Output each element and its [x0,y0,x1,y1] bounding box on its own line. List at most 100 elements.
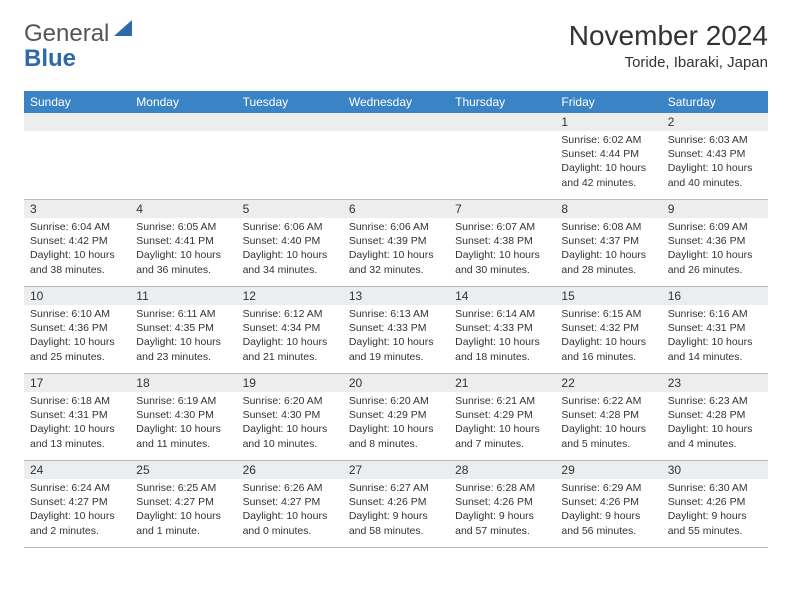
day-cell: 14Sunrise: 6:14 AMSunset: 4:33 PMDayligh… [449,287,555,374]
daylight-text: Daylight: 9 hours and 57 minutes. [455,509,549,537]
day-number: 3 [24,200,130,218]
day-cell: 13Sunrise: 6:13 AMSunset: 4:33 PMDayligh… [343,287,449,374]
day-number [237,113,343,131]
weekday-friday: Friday [555,91,661,113]
day-cell [130,113,236,200]
daylight-text: Daylight: 10 hours and 19 minutes. [349,335,443,363]
sunset-text: Sunset: 4:30 PM [136,408,230,422]
sunrise-text: Sunrise: 6:14 AM [455,307,549,321]
day-number: 24 [24,461,130,479]
sunset-text: Sunset: 4:32 PM [561,321,655,335]
day-info: Sunrise: 6:04 AMSunset: 4:42 PMDaylight:… [24,218,130,281]
day-info: Sunrise: 6:14 AMSunset: 4:33 PMDaylight:… [449,305,555,368]
day-info: Sunrise: 6:18 AMSunset: 4:31 PMDaylight:… [24,392,130,455]
calendar-body: 1Sunrise: 6:02 AMSunset: 4:44 PMDaylight… [24,113,768,548]
daylight-text: Daylight: 10 hours and 23 minutes. [136,335,230,363]
day-cell: 24Sunrise: 6:24 AMSunset: 4:27 PMDayligh… [24,461,130,548]
sunset-text: Sunset: 4:36 PM [668,234,762,248]
day-info: Sunrise: 6:07 AMSunset: 4:38 PMDaylight:… [449,218,555,281]
day-info: Sunrise: 6:15 AMSunset: 4:32 PMDaylight:… [555,305,661,368]
sunrise-text: Sunrise: 6:23 AM [668,394,762,408]
day-info: Sunrise: 6:13 AMSunset: 4:33 PMDaylight:… [343,305,449,368]
sunrise-text: Sunrise: 6:25 AM [136,481,230,495]
sunrise-text: Sunrise: 6:26 AM [243,481,337,495]
sunrise-text: Sunrise: 6:09 AM [668,220,762,234]
sunset-text: Sunset: 4:26 PM [561,495,655,509]
day-cell: 15Sunrise: 6:15 AMSunset: 4:32 PMDayligh… [555,287,661,374]
day-number: 12 [237,287,343,305]
sunrise-text: Sunrise: 6:19 AM [136,394,230,408]
day-number: 14 [449,287,555,305]
daylight-text: Daylight: 10 hours and 34 minutes. [243,248,337,276]
day-cell: 11Sunrise: 6:11 AMSunset: 4:35 PMDayligh… [130,287,236,374]
sunset-text: Sunset: 4:43 PM [668,147,762,161]
location: Toride, Ibaraki, Japan [569,54,768,71]
day-cell: 20Sunrise: 6:20 AMSunset: 4:29 PMDayligh… [343,374,449,461]
day-number: 5 [237,200,343,218]
day-number: 7 [449,200,555,218]
day-number: 10 [24,287,130,305]
day-number: 29 [555,461,661,479]
sunset-text: Sunset: 4:29 PM [349,408,443,422]
daylight-text: Daylight: 10 hours and 11 minutes. [136,422,230,450]
day-cell: 6Sunrise: 6:06 AMSunset: 4:39 PMDaylight… [343,200,449,287]
day-cell: 30Sunrise: 6:30 AMSunset: 4:26 PMDayligh… [662,461,768,548]
daylight-text: Daylight: 10 hours and 2 minutes. [30,509,124,537]
daylight-text: Daylight: 10 hours and 5 minutes. [561,422,655,450]
calendar-table: Sunday Monday Tuesday Wednesday Thursday… [24,91,768,548]
sunset-text: Sunset: 4:29 PM [455,408,549,422]
sunset-text: Sunset: 4:27 PM [136,495,230,509]
day-cell: 9Sunrise: 6:09 AMSunset: 4:36 PMDaylight… [662,200,768,287]
calendar-row: 1Sunrise: 6:02 AMSunset: 4:44 PMDaylight… [24,113,768,200]
page-title: November 2024 [569,20,768,52]
sunrise-text: Sunrise: 6:21 AM [455,394,549,408]
daylight-text: Daylight: 10 hours and 0 minutes. [243,509,337,537]
daylight-text: Daylight: 9 hours and 56 minutes. [561,509,655,537]
daylight-text: Daylight: 10 hours and 18 minutes. [455,335,549,363]
day-number: 26 [237,461,343,479]
sunrise-text: Sunrise: 6:13 AM [349,307,443,321]
day-cell: 7Sunrise: 6:07 AMSunset: 4:38 PMDaylight… [449,200,555,287]
day-info: Sunrise: 6:20 AMSunset: 4:30 PMDaylight:… [237,392,343,455]
day-info: Sunrise: 6:11 AMSunset: 4:35 PMDaylight:… [130,305,236,368]
sunset-text: Sunset: 4:26 PM [668,495,762,509]
sunrise-text: Sunrise: 6:27 AM [349,481,443,495]
sunrise-text: Sunrise: 6:24 AM [30,481,124,495]
daylight-text: Daylight: 10 hours and 30 minutes. [455,248,549,276]
sunset-text: Sunset: 4:36 PM [30,321,124,335]
weekday-tuesday: Tuesday [237,91,343,113]
day-cell: 4Sunrise: 6:05 AMSunset: 4:41 PMDaylight… [130,200,236,287]
day-cell [343,113,449,200]
day-cell: 8Sunrise: 6:08 AMSunset: 4:37 PMDaylight… [555,200,661,287]
sunset-text: Sunset: 4:31 PM [30,408,124,422]
day-info: Sunrise: 6:29 AMSunset: 4:26 PMDaylight:… [555,479,661,542]
sunrise-text: Sunrise: 6:06 AM [349,220,443,234]
day-info: Sunrise: 6:12 AMSunset: 4:34 PMDaylight:… [237,305,343,368]
sunset-text: Sunset: 4:30 PM [243,408,337,422]
day-cell: 5Sunrise: 6:06 AMSunset: 4:40 PMDaylight… [237,200,343,287]
day-number: 15 [555,287,661,305]
day-number: 27 [343,461,449,479]
sunset-text: Sunset: 4:38 PM [455,234,549,248]
sunrise-text: Sunrise: 6:28 AM [455,481,549,495]
day-number: 2 [662,113,768,131]
day-cell: 27Sunrise: 6:27 AMSunset: 4:26 PMDayligh… [343,461,449,548]
title-block: November 2024 Toride, Ibaraki, Japan [569,20,768,71]
day-number: 1 [555,113,661,131]
daylight-text: Daylight: 10 hours and 8 minutes. [349,422,443,450]
day-number: 22 [555,374,661,392]
day-cell: 22Sunrise: 6:22 AMSunset: 4:28 PMDayligh… [555,374,661,461]
sunset-text: Sunset: 4:37 PM [561,234,655,248]
daylight-text: Daylight: 10 hours and 28 minutes. [561,248,655,276]
weekday-wednesday: Wednesday [343,91,449,113]
day-info: Sunrise: 6:28 AMSunset: 4:26 PMDaylight:… [449,479,555,542]
sunset-text: Sunset: 4:31 PM [668,321,762,335]
sunrise-text: Sunrise: 6:10 AM [30,307,124,321]
sunset-text: Sunset: 4:33 PM [455,321,549,335]
day-cell: 21Sunrise: 6:21 AMSunset: 4:29 PMDayligh… [449,374,555,461]
day-info: Sunrise: 6:05 AMSunset: 4:41 PMDaylight:… [130,218,236,281]
weekday-saturday: Saturday [662,91,768,113]
sunrise-text: Sunrise: 6:12 AM [243,307,337,321]
day-info: Sunrise: 6:09 AMSunset: 4:36 PMDaylight:… [662,218,768,281]
day-cell: 25Sunrise: 6:25 AMSunset: 4:27 PMDayligh… [130,461,236,548]
